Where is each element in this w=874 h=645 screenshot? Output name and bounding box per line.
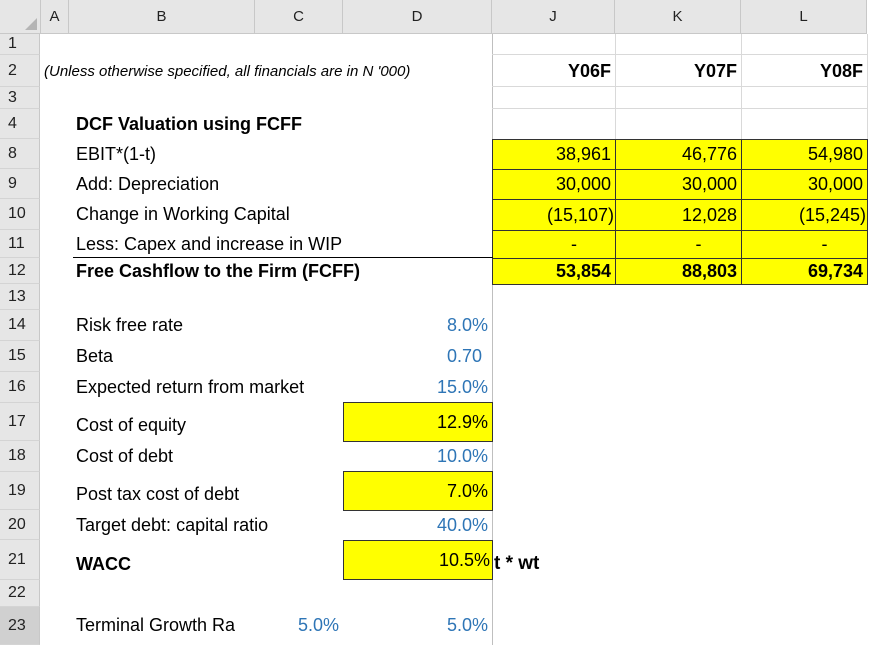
value-cell[interactable]: (15,107) [492, 199, 616, 231]
wacc-overflow-text: t * wt [494, 553, 540, 574]
gridline [492, 108, 867, 109]
gridline [492, 34, 493, 645]
row-header[interactable]: 2 [0, 55, 40, 87]
row-header[interactable]: 13 [0, 284, 40, 310]
label-target-debt-ratio[interactable]: Target debt: capital ratio [76, 514, 269, 535]
gridline [492, 54, 867, 55]
column-header-j[interactable]: J [492, 0, 615, 34]
value-cell[interactable]: 30,000 [492, 169, 616, 200]
input-terminal-growth-c[interactable]: 5.0% [297, 614, 339, 635]
row-label-working-capital[interactable]: Change in Working Capital [76, 204, 290, 224]
row-label-depreciation[interactable]: Add: Depreciation [76, 173, 220, 194]
value-cell[interactable]: 54,980 [741, 139, 868, 170]
value-cell[interactable]: 69,734 [741, 258, 868, 285]
label-post-tax-cost-of-debt[interactable]: Post tax cost of debt [76, 484, 240, 504]
row-label-fcff[interactable]: Free Cashflow to the Firm (FCFF) [76, 260, 361, 281]
value-cell[interactable]: 53,854 [492, 258, 616, 285]
row-header[interactable]: 11 [0, 230, 40, 258]
value-cell[interactable]: - [492, 230, 616, 259]
column-header-k[interactable]: K [615, 0, 741, 34]
row-header[interactable]: 21 [0, 540, 40, 580]
row-header[interactable]: 22 [0, 580, 40, 607]
label-cost-of-debt[interactable]: Cost of debt [76, 446, 174, 466]
value-cell[interactable]: 12,028 [615, 199, 742, 231]
label-risk-free-rate[interactable]: Risk free rate [76, 315, 184, 335]
value-cost-of-equity[interactable]: 12.9% [343, 402, 493, 442]
row-header[interactable]: 9 [0, 169, 40, 199]
select-all-triangle-icon [25, 18, 37, 30]
value-cell[interactable]: (15,245) [741, 199, 868, 231]
row-header[interactable]: 20 [0, 510, 40, 540]
value-cell[interactable]: 30,000 [615, 169, 742, 200]
total-rule [73, 257, 493, 258]
row-header[interactable]: 17 [0, 403, 40, 441]
input-market-return[interactable]: 15.0% [436, 377, 488, 397]
row-header[interactable]: 16 [0, 372, 40, 403]
value-wacc[interactable]: 10.5% [343, 540, 493, 580]
input-beta[interactable]: 0.70 [446, 346, 482, 366]
row-header[interactable]: 18 [0, 441, 40, 472]
column-header-l[interactable]: L [741, 0, 867, 34]
value-cell[interactable]: - [615, 230, 742, 259]
section-title[interactable]: DCF Valuation using FCFF [76, 113, 302, 134]
value-cell[interactable]: 30,000 [741, 169, 868, 200]
row-header[interactable]: 14 [0, 310, 40, 341]
label-terminal-growth[interactable]: Terminal Growth Ra [76, 614, 236, 635]
value-cell[interactable]: - [741, 230, 868, 259]
row-header[interactable]: 8 [0, 139, 40, 169]
row-label-capex[interactable]: Less: Capex and increase in WIP [76, 233, 343, 254]
value-cell[interactable]: 88,803 [615, 258, 742, 285]
label-beta[interactable]: Beta [76, 346, 114, 366]
units-note[interactable]: (Unless otherwise specified, all financi… [44, 62, 411, 80]
column-header-b[interactable]: B [69, 0, 255, 34]
input-target-debt-ratio[interactable]: 40.0% [436, 514, 488, 535]
row-header[interactable]: 3 [0, 87, 40, 109]
label-market-return[interactable]: Expected return from market [76, 377, 305, 397]
year-header-l[interactable]: Y08F [819, 60, 863, 81]
column-header-c[interactable]: C [255, 0, 343, 34]
row-header[interactable]: 4 [0, 109, 40, 139]
input-risk-free-rate[interactable]: 8.0% [446, 315, 488, 335]
value-cell[interactable]: 46,776 [615, 139, 742, 170]
row-header[interactable]: 15 [0, 341, 40, 372]
input-cost-of-debt[interactable]: 10.0% [436, 446, 488, 466]
row-header[interactable]: 10 [0, 199, 40, 230]
gridline [492, 86, 867, 87]
row-header[interactable]: 1 [0, 34, 40, 55]
label-wacc[interactable]: WACC [76, 553, 131, 574]
year-header-j[interactable]: Y06F [567, 60, 611, 81]
select-all-corner[interactable] [0, 0, 41, 34]
row-header-selected[interactable]: 23 [0, 607, 40, 645]
input-terminal-growth-d[interactable]: 5.0% [446, 614, 488, 635]
year-header-k[interactable]: Y07F [693, 60, 737, 81]
label-cost-of-equity[interactable]: Cost of equity [76, 415, 187, 435]
row-header[interactable]: 19 [0, 472, 40, 510]
row-label-ebit[interactable]: EBIT*(1-t) [76, 143, 157, 164]
gridline [867, 34, 868, 139]
column-header-a[interactable]: A [41, 0, 69, 34]
value-cell[interactable]: 38,961 [492, 139, 616, 170]
row-header[interactable]: 12 [0, 258, 40, 284]
column-header-d[interactable]: D [343, 0, 492, 34]
value-post-tax-cost-of-debt[interactable]: 7.0% [343, 471, 493, 511]
